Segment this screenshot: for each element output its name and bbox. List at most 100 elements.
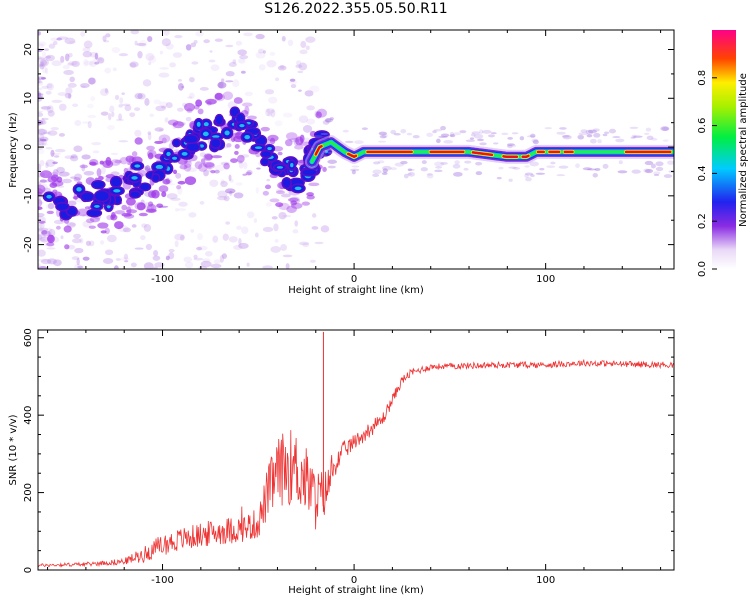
noise-blob (38, 147, 44, 150)
noise-blob (199, 86, 209, 91)
noise-blob (148, 55, 157, 64)
noise-blob (90, 96, 96, 102)
noise-blob (147, 132, 152, 141)
band-spray (438, 135, 448, 139)
signal-blob (127, 161, 132, 166)
noise-blob (242, 173, 247, 176)
noise-blob (82, 214, 88, 217)
noise-blob (168, 251, 175, 260)
noise-blob (38, 141, 45, 146)
band-spray (463, 167, 469, 171)
noise-blob (300, 40, 307, 49)
y-tick-label: 200 (23, 483, 34, 502)
noise-blob (223, 195, 230, 202)
noise-blob (50, 149, 55, 157)
band-spray (633, 135, 643, 138)
signal-blob (131, 151, 138, 157)
noise-blob (38, 238, 46, 242)
band-spray (597, 139, 602, 144)
noise-blob (38, 143, 48, 146)
noise-blob (38, 234, 43, 241)
noise-blob (145, 165, 151, 173)
snr-panel: -100 0 100 0 200 400 600 Height of straight li… (8, 328, 675, 596)
band-spray (577, 134, 584, 140)
noise-blob (47, 110, 55, 117)
chirp-blob-core (256, 136, 266, 146)
noise-blob (39, 132, 45, 140)
noise-blob (115, 118, 124, 122)
noise-blob (71, 256, 80, 261)
noise-blob (76, 258, 80, 266)
signal-blob (244, 106, 250, 115)
noise-blob (39, 179, 47, 183)
noise-blob (168, 248, 175, 253)
noise-blob (165, 43, 174, 50)
band-spray (631, 169, 641, 174)
noise-blob (41, 85, 49, 89)
noise-blob (67, 93, 72, 99)
band-spray (390, 129, 397, 135)
noise-blob (177, 186, 183, 195)
signal-blob (161, 191, 167, 198)
noise-blob (45, 146, 53, 150)
band-spray (653, 173, 660, 177)
noise-blob (64, 37, 76, 45)
noise-blob (246, 262, 250, 267)
signal-blob (306, 192, 314, 197)
signal-blob (234, 144, 240, 149)
noise-blob (43, 48, 50, 51)
band-spray (498, 166, 504, 170)
band-spray (655, 166, 664, 172)
noise-blob (161, 38, 171, 47)
signal-blob (176, 185, 182, 190)
noise-blob (91, 142, 102, 146)
band-spray (432, 130, 437, 134)
noise-blob (191, 61, 199, 65)
band-spray (475, 171, 483, 176)
signal-blob (233, 97, 243, 104)
noise-blob (166, 193, 178, 200)
band-spray (382, 165, 392, 171)
noise-blob (53, 155, 60, 158)
noise-blob (154, 127, 164, 132)
signal-blob (126, 209, 138, 214)
noise-blob (257, 48, 265, 54)
noise-blob (302, 124, 313, 133)
noise-blob (193, 257, 204, 261)
band-spray (524, 174, 529, 178)
signal-blob (290, 200, 297, 206)
noise-blob (105, 33, 111, 38)
noise-blob (38, 197, 41, 201)
tone-band-red (471, 151, 494, 157)
signal-blob (64, 244, 70, 250)
noise-blob (306, 105, 315, 111)
noise-blob (205, 250, 213, 257)
band-spray (615, 138, 625, 143)
noise-blob (152, 255, 161, 261)
chirp-blob-peak (267, 146, 272, 151)
noise-blob (81, 154, 91, 160)
noise-blob (38, 128, 48, 135)
chirp-blob-peak (276, 166, 284, 169)
signal-blob (110, 159, 121, 166)
signal-blob (46, 210, 54, 215)
x-tick-label: -100 (151, 575, 174, 586)
noise-blob (82, 46, 91, 53)
band-spray (525, 177, 532, 182)
chirp-blob-peak (224, 130, 230, 136)
noise-blob (38, 233, 46, 240)
noise-blob (50, 37, 59, 41)
snr-ylabel: SNR (10 * v/v) (8, 414, 19, 485)
noise-blob (235, 182, 243, 186)
signal-blob (222, 91, 234, 100)
band-spray (435, 166, 443, 169)
signal-blob (146, 145, 155, 151)
noise-blob (111, 47, 121, 54)
noise-blob (229, 178, 234, 183)
noise-blob (274, 239, 279, 243)
band-spray (393, 133, 401, 136)
band-spray (407, 173, 412, 176)
noise-blob (271, 216, 278, 220)
noise-blob (225, 80, 234, 83)
noise-blob (253, 218, 258, 223)
